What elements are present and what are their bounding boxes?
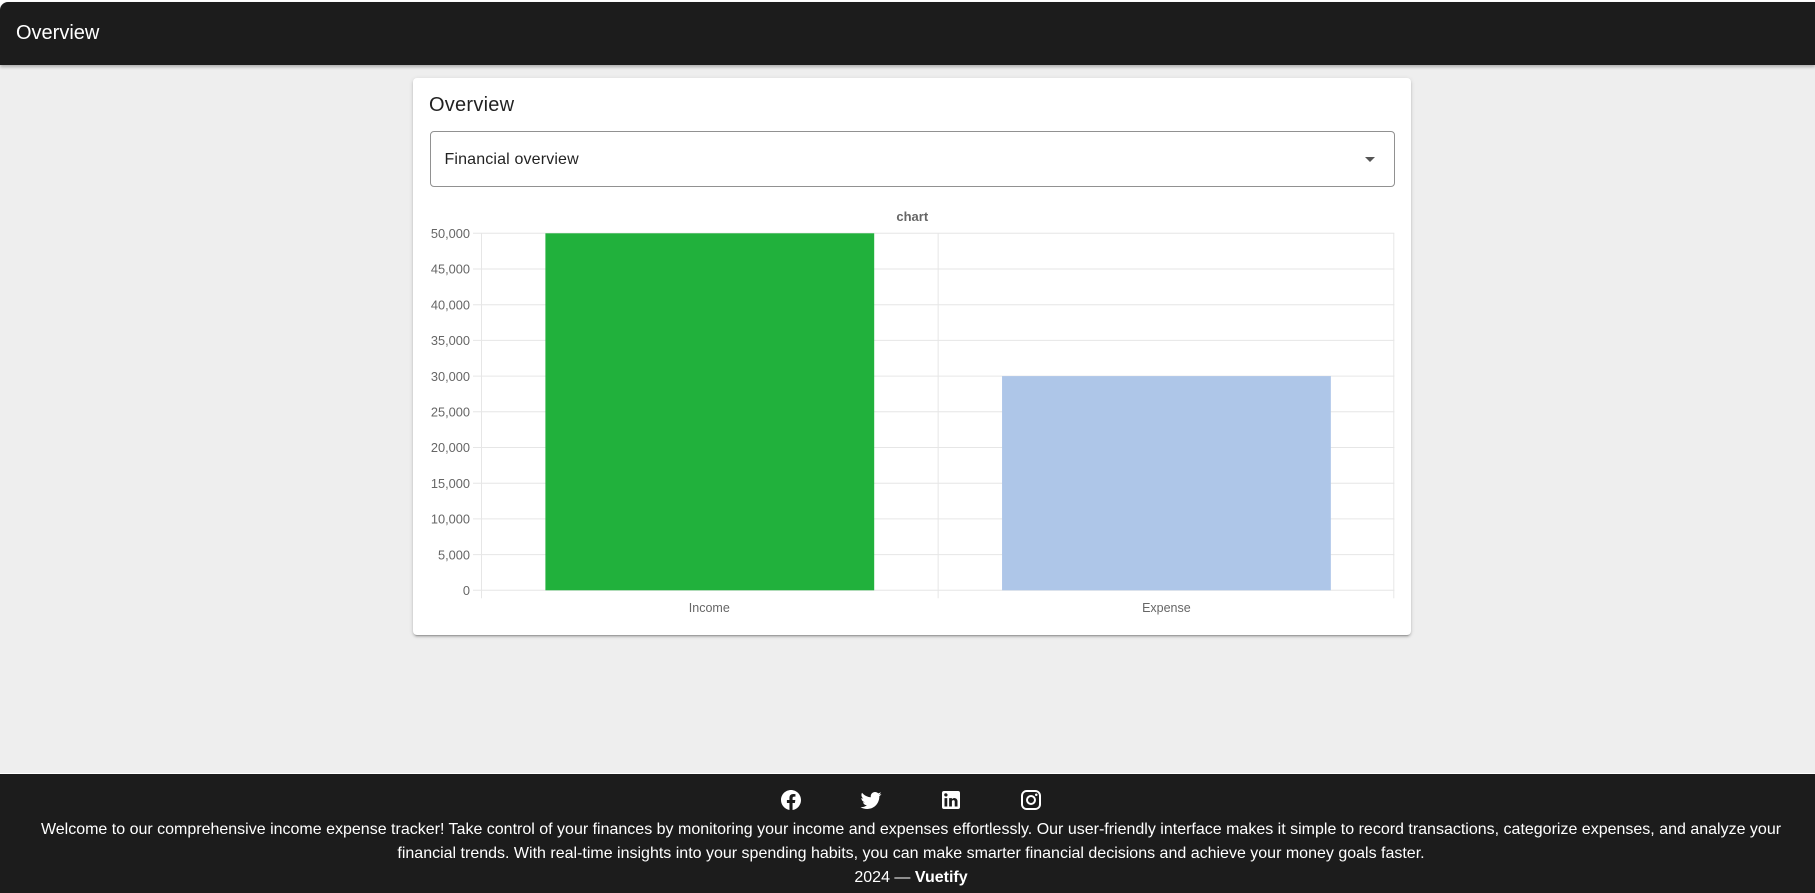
svg-text:20,000: 20,000	[431, 440, 470, 455]
svg-text:40,000: 40,000	[431, 297, 470, 312]
svg-text:25,000: 25,000	[431, 405, 470, 420]
svg-text:5,000: 5,000	[438, 547, 470, 562]
svg-text:10,000: 10,000	[431, 512, 470, 527]
svg-text:45,000: 45,000	[431, 262, 470, 277]
svg-text:chart: chart	[896, 209, 928, 224]
svg-text:15,000: 15,000	[431, 476, 470, 491]
svg-text:Expense: Expense	[1142, 601, 1191, 615]
svg-text:35,000: 35,000	[431, 333, 470, 348]
svg-text:30,000: 30,000	[431, 369, 470, 384]
svg-text:50,000: 50,000	[431, 226, 470, 241]
svg-text:0: 0	[463, 583, 470, 598]
svg-text:Income: Income	[689, 601, 730, 615]
